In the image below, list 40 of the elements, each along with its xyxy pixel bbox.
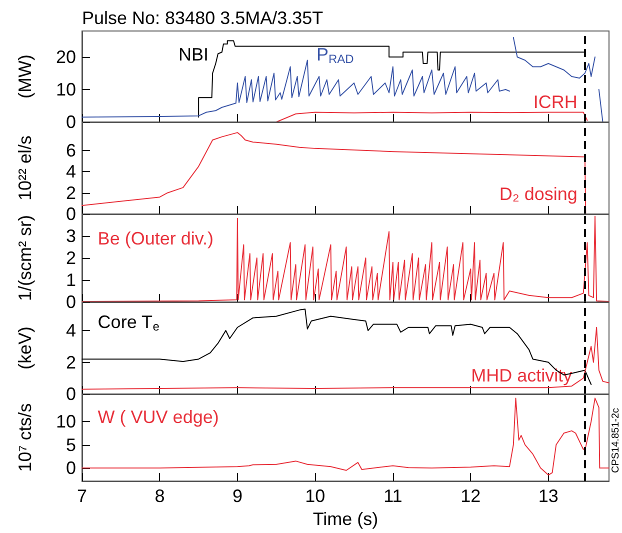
series-label: D₂ dosing [499,184,578,204]
y-tick-label: 5 [66,434,76,455]
x-tick-label: 7 [76,486,88,506]
y-tick-label: 2 [66,352,76,372]
line-series [82,398,610,476]
x-tick-label: 12 [460,486,481,506]
y-tick-label: 0 [66,204,76,224]
y-tick-label: 10 [56,411,76,432]
line-series [276,112,588,122]
chart-title: Pulse No: 83480 3.5MA/3.35T [82,8,324,28]
x-axis-title: Time (s) [312,509,378,529]
y-axis-title: (keV) [15,326,35,370]
y-tick-label: 4 [66,320,76,341]
y-tick-label: 6 [66,140,76,161]
y-tick-label: 2 [66,248,76,268]
y-tick-label: 10 [56,80,76,100]
x-tick-label: 8 [154,486,165,506]
x-tick-label: 11 [384,486,402,506]
x-tick-label: 10 [305,486,326,506]
text: W ( VUV edge) [98,407,219,428]
y-axis-title: 10⁷ cts/s [15,403,35,472]
y-axis-title: 10²² el/s [15,135,35,201]
y-tick-label: 4 [66,162,76,182]
y-axis-title: 1/(scm² sr) [15,215,35,301]
x-tick-label: 9 [232,486,242,506]
y-tick-label: 2 [66,182,76,203]
x-tick-label: 13 [538,486,558,506]
y-tick-label: 0 [66,112,76,132]
y-axis-title: (MW) [15,54,35,98]
y-tick-label: 0 [66,458,76,478]
series-label: MHD activity [471,366,572,386]
y-tick-label: 0 [66,292,76,312]
y-tick-label: 3 [66,226,76,246]
text: CPS14.851-2c [610,408,622,473]
series-label: ICRH [533,92,578,112]
y-tick-label: 0 [66,384,76,404]
y-tick-label: 20 [56,47,76,67]
y-tick-label: 1 [66,270,76,290]
series-label: Be (Outer div.) [98,228,214,249]
series-label: NBI [178,44,208,65]
